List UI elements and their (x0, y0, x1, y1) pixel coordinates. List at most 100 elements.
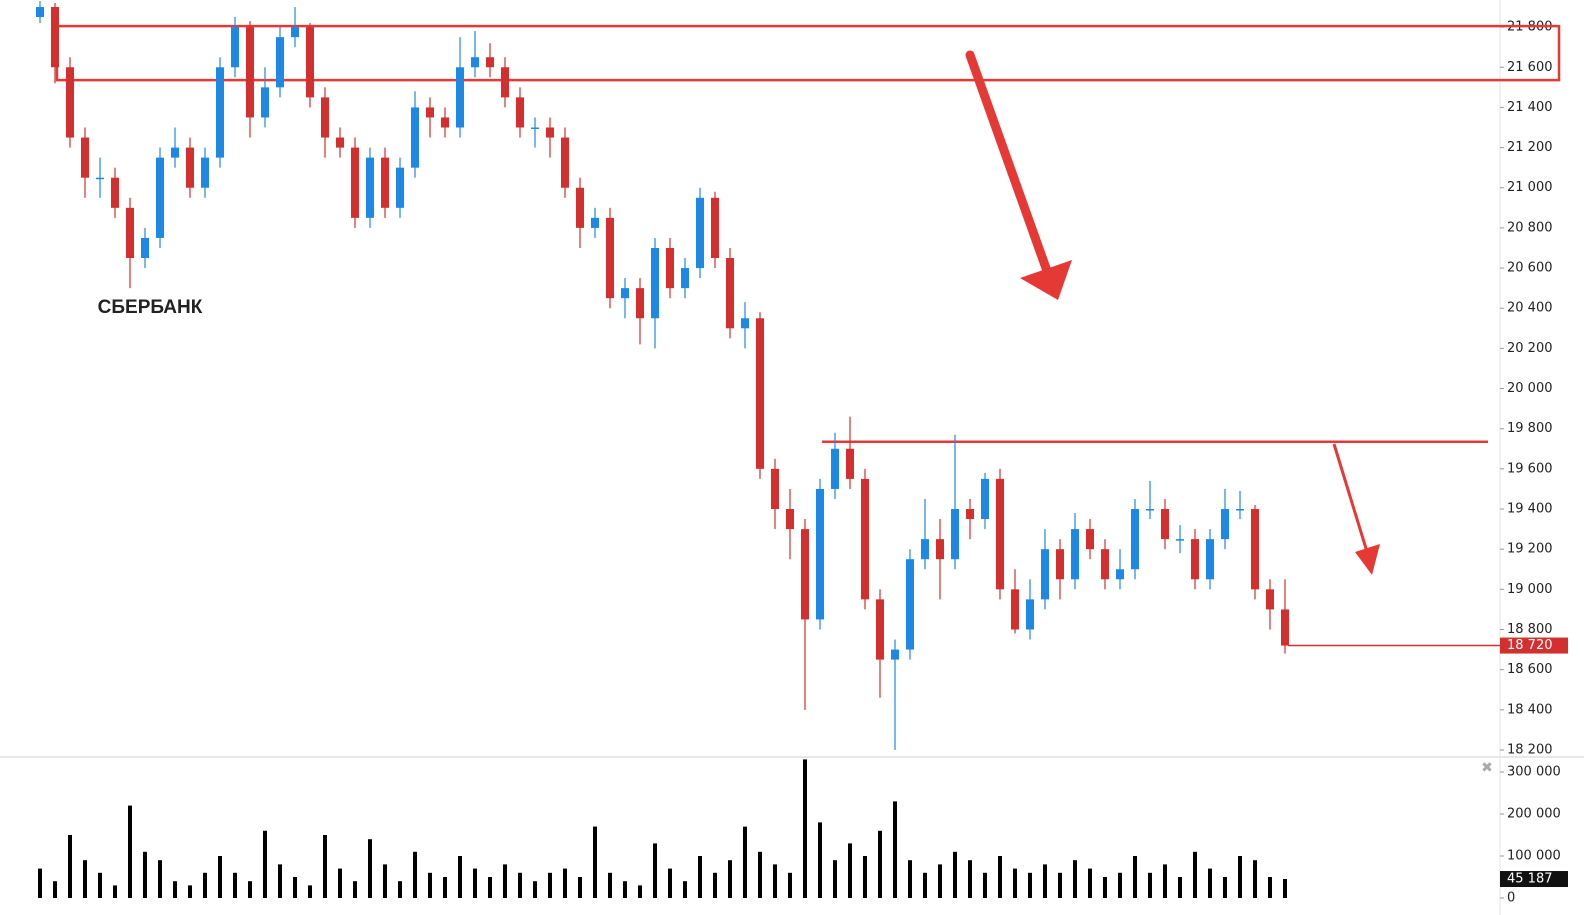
y-tick-label: 19 600 (1507, 461, 1553, 476)
volume-bar (1073, 860, 1077, 898)
y-tick-label: 20 000 (1507, 381, 1553, 396)
candle-body (111, 177, 119, 208)
candle-body (441, 117, 449, 128)
candle-body (366, 157, 374, 218)
candle-body (171, 147, 179, 158)
candle-body (1191, 539, 1199, 580)
volume-bar (1133, 855, 1137, 898)
candle-body (531, 127, 539, 130)
candle-body (126, 207, 134, 259)
volume-bar (1193, 851, 1197, 898)
volume-bar (968, 860, 972, 898)
volume-bar (203, 872, 207, 898)
volume-bar (983, 872, 987, 898)
candle-body (1146, 509, 1154, 511)
candle-body (36, 7, 44, 18)
candle-body (1041, 549, 1049, 600)
y-tick-label: 19 400 (1507, 502, 1553, 517)
volume-bar (713, 872, 717, 898)
candle-body (621, 288, 629, 299)
volume-bar (458, 855, 462, 898)
volume-bar (1103, 876, 1107, 898)
candle-body (651, 247, 659, 319)
candle-body (681, 268, 689, 289)
volume-bar (263, 830, 267, 898)
volume-bar (1223, 876, 1227, 898)
volume-bar (938, 864, 942, 898)
y-tick-label: 19 200 (1507, 542, 1553, 557)
volume-bar (1118, 872, 1122, 898)
last-price-label: 18 720 (1507, 638, 1553, 653)
volume-bar (443, 876, 447, 898)
candle-body (921, 539, 929, 560)
last-price-box (1500, 637, 1568, 654)
volume-bar (698, 855, 702, 898)
volume-bar (218, 855, 222, 898)
last-volume-label: 45 187 (1507, 872, 1553, 887)
volume-bar (323, 834, 327, 898)
candle-body (561, 137, 569, 188)
candle-body (1086, 529, 1094, 550)
volume-bar (383, 864, 387, 898)
last-volume-box (1500, 871, 1568, 888)
volume-bar (848, 843, 852, 898)
volume-bar (473, 868, 477, 898)
candle-body (696, 197, 704, 269)
volume-bar (923, 872, 927, 898)
volume-bar (83, 860, 87, 898)
candle-body (156, 157, 164, 238)
candle-body (591, 217, 599, 228)
volume-bar (308, 885, 312, 898)
y-tick-label: 20 400 (1507, 301, 1553, 316)
volume-bar (128, 805, 132, 898)
candle-body (516, 97, 524, 128)
volume-bar (248, 881, 252, 898)
y-tick-label: 18 200 (1507, 742, 1553, 757)
volume-bar (608, 872, 612, 898)
candle-body (786, 509, 794, 530)
volume-bar (488, 876, 492, 898)
candle-body (891, 649, 899, 660)
candle-body (1221, 509, 1229, 540)
volume-bar (1208, 868, 1212, 898)
candle-body (1011, 589, 1019, 630)
volume-bar (878, 830, 882, 898)
candle-body (396, 167, 404, 208)
volume-bar (638, 885, 642, 898)
volume-bar (398, 881, 402, 898)
candle-body (66, 67, 74, 138)
y-tick-label: 21 600 (1507, 60, 1553, 75)
candle-body (201, 157, 209, 188)
candle-body (381, 157, 389, 208)
candle-body (261, 87, 269, 118)
candle-body (636, 288, 644, 319)
volume-bar (1013, 868, 1017, 898)
candle-body (486, 57, 494, 68)
arrow-small (1332, 443, 1380, 575)
candle-body (1251, 509, 1259, 590)
candle-body (186, 147, 194, 188)
candle-body (936, 539, 944, 560)
chart-title: СБЕРБАНК (98, 297, 203, 318)
volume-bar (98, 872, 102, 898)
candle-body (726, 258, 734, 329)
candle-body (291, 27, 299, 38)
volume-bar (953, 851, 957, 898)
close-icon[interactable]: ✖ (1481, 760, 1493, 776)
volume-bar (68, 834, 72, 898)
volume-bar (1268, 876, 1272, 898)
volume-bar (173, 881, 177, 898)
candle-body (741, 318, 749, 329)
candle-body (996, 478, 1004, 590)
arrow-big (965, 50, 1072, 300)
candle-body (1026, 599, 1034, 630)
volume-bar (143, 851, 147, 898)
candle-body (951, 509, 959, 560)
candle-body (246, 27, 254, 118)
y-tick-label: 18 400 (1507, 702, 1553, 717)
candle-body (411, 107, 419, 168)
candle-body (1116, 569, 1124, 580)
candle-body (771, 468, 779, 510)
candle-body (276, 37, 284, 88)
